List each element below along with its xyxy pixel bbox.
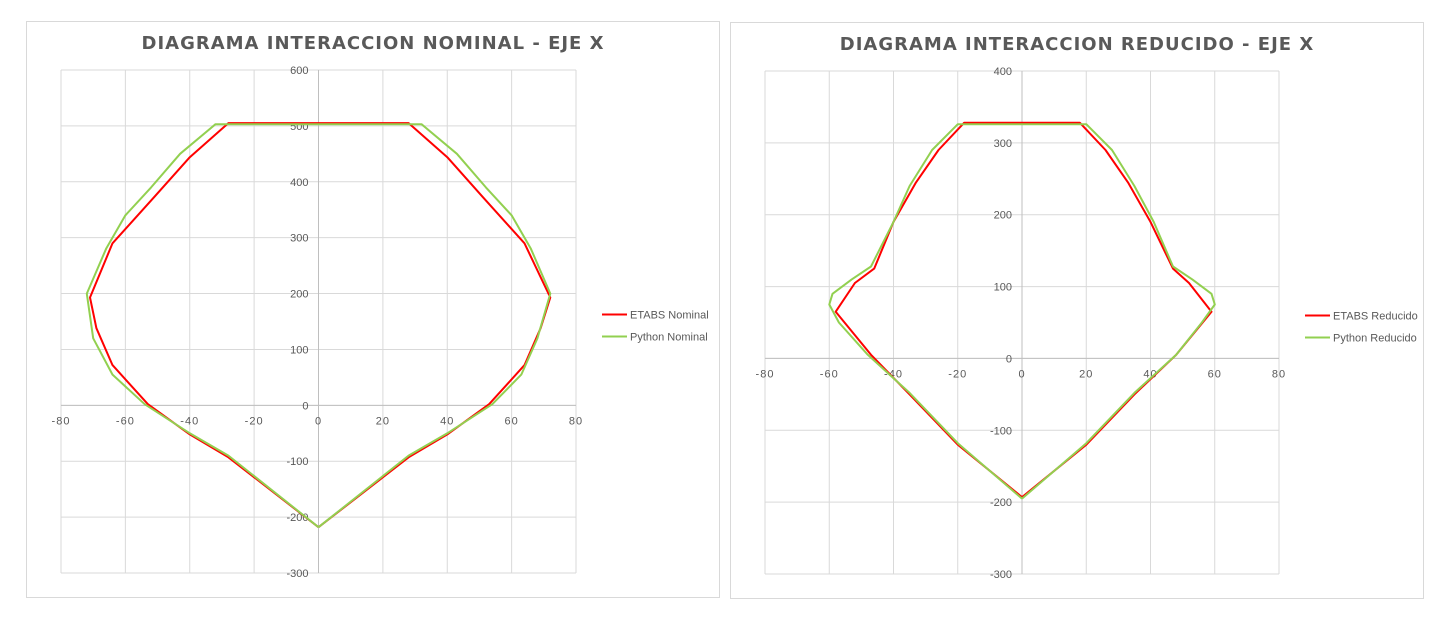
x-tick-label: 80 <box>1272 368 1286 380</box>
y-tick-label: -200 <box>990 497 1012 509</box>
legend-label: ETABS Reducido <box>1333 311 1418 323</box>
plot-area-reducido: -80 -60 -40 -20 0 20 40 60 80-300-200-1000100200… <box>756 66 1418 581</box>
y-tick-label: 200 <box>290 289 308 301</box>
y-tick-label: 100 <box>290 344 308 356</box>
x-tick-label: 80 <box>569 415 583 427</box>
y-tick-label: 300 <box>994 138 1012 150</box>
y-tick-label: 400 <box>994 66 1012 78</box>
y-tick-label: -300 <box>990 569 1012 581</box>
x-tick-label: 60 <box>1208 368 1222 380</box>
x-tick-label: -80 <box>52 415 71 427</box>
y-tick-label: -100 <box>286 456 308 468</box>
x-tick-label: -60 <box>820 368 839 380</box>
legend-label: Python Nominal <box>630 332 708 344</box>
x-tick-label: -80 <box>756 368 775 380</box>
y-tick-label: 300 <box>290 233 308 245</box>
x-tick-label: -60 <box>116 415 135 427</box>
x-tick-label: 20 <box>1079 368 1093 380</box>
y-tick-label: -100 <box>990 425 1012 437</box>
y-tick-label: 400 <box>290 177 308 189</box>
x-tick-label: 40 <box>440 415 454 427</box>
y-tick-label: 0 <box>1006 353 1012 365</box>
x-tick-label: -20 <box>245 415 264 427</box>
series-line <box>828 123 1216 500</box>
y-tick-label: 0 <box>302 400 308 412</box>
series-line <box>85 123 552 528</box>
chart-title: DIAGRAMA INTERACCION NOMINAL - EJE X <box>141 33 605 54</box>
x-tick-label: -40 <box>180 415 199 427</box>
legend-label: ETABS Nominal <box>630 310 709 322</box>
x-tick-label: 0 <box>315 415 322 427</box>
x-tick-label: 60 <box>505 415 519 427</box>
y-tick-label: 200 <box>994 210 1012 222</box>
chart-reducido: DIAGRAMA INTERACCION REDUCIDO - EJE X -8… <box>730 22 1424 599</box>
legend-label: Python Reducido <box>1333 333 1417 345</box>
series-line <box>834 121 1213 498</box>
y-tick-label: -300 <box>286 568 308 580</box>
series-line <box>89 122 552 528</box>
chart-nominal: DIAGRAMA INTERACCION NOMINAL - EJE X -80… <box>26 21 720 598</box>
chart-title: DIAGRAMA INTERACCION REDUCIDO - EJE X <box>839 34 1315 55</box>
x-tick-label: 0 <box>1018 368 1025 380</box>
x-tick-label: 20 <box>376 415 390 427</box>
x-tick-label: -20 <box>948 368 967 380</box>
y-tick-label: 100 <box>994 282 1012 294</box>
plot-area-nominal: -80 -60 -40 -20 0 20 40 60 80-300-200-1000100200… <box>52 65 709 580</box>
y-tick-label: 600 <box>290 65 308 77</box>
